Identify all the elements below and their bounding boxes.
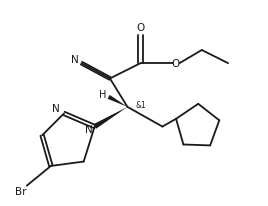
Text: N: N xyxy=(71,55,78,64)
Text: N: N xyxy=(52,104,60,114)
Text: O: O xyxy=(172,59,180,69)
Polygon shape xyxy=(93,107,128,129)
Text: Br: Br xyxy=(14,186,26,196)
Text: O: O xyxy=(136,23,145,33)
Polygon shape xyxy=(107,95,128,107)
Text: H: H xyxy=(99,89,106,99)
Text: N: N xyxy=(85,125,92,135)
Text: &1: &1 xyxy=(135,100,146,109)
